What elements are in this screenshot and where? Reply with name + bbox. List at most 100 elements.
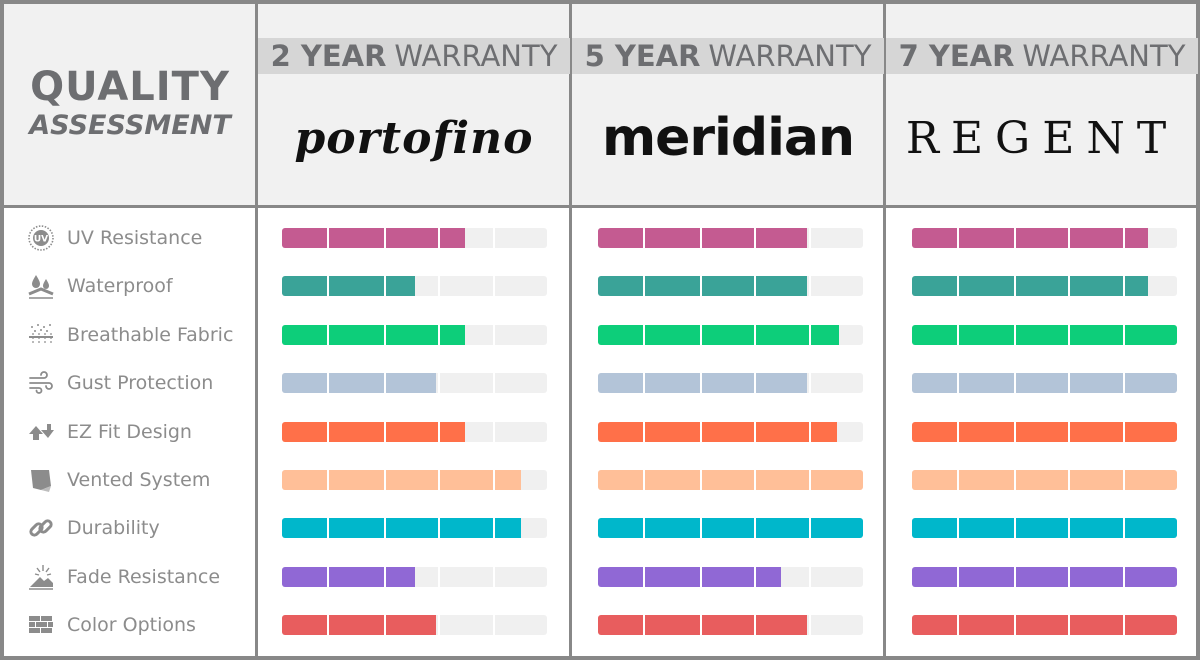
rating-fill [282,373,436,394]
segment-divider [643,421,645,442]
segment-divider [1123,373,1125,394]
rating-bar-product-3 [912,470,1177,490]
segment-divider [438,421,440,442]
rating-fill [912,421,1177,442]
segment-divider [327,421,329,442]
rating-fill [912,324,1177,345]
segment-divider [493,421,495,442]
rating-fill [912,615,1177,636]
segment-divider [957,566,959,587]
color-bricks-icon [26,611,56,639]
segment-divider [809,324,811,345]
segment-divider [1123,228,1125,248]
feature-label: Vented System [67,469,211,491]
feature-label: Waterproof [67,275,173,298]
segment-divider [809,615,811,636]
segment-divider [754,518,756,539]
svg-text:UV: UV [34,235,48,245]
segment-divider [438,373,440,394]
segment-divider [643,228,645,248]
segment-divider [493,276,495,297]
segment-divider [1123,566,1125,587]
segment-divider [438,228,440,248]
segment-divider [1068,276,1070,297]
segment-divider [1068,615,1070,636]
feature-label: Fade Resistance [67,565,221,588]
rating-fill [598,421,837,442]
segment-divider [493,228,495,248]
segment-divider [700,615,702,636]
warranty-banner-2: 5 YEAR WARRANTY [572,38,884,74]
rating-bar-product-1 [282,566,547,587]
feature-row-label: Durability [26,513,160,543]
segment-divider [643,276,645,297]
segment-divider [384,518,386,539]
rating-bar-product-2 [598,470,863,490]
feature-row-label: Color Options [26,610,196,640]
rating-bar-product-2 [598,276,863,297]
feature-label: Breathable Fabric [67,323,234,346]
rating-bar-product-2 [598,228,863,248]
segment-divider [438,615,440,636]
segment-divider [1123,421,1125,442]
segment-divider [700,228,702,248]
warranty-years-1: 2 YEAR [270,39,387,73]
header-divider [0,205,1200,208]
feature-row-label: Fade Resistance [26,562,220,592]
rating-bar-product-2 [598,373,863,394]
title-line-1: QUALITY [30,64,230,110]
segment-divider [754,421,756,442]
rating-bar-product-3 [912,615,1177,636]
rating-bar-product-3 [912,421,1177,442]
segment-divider [493,615,495,636]
feature-row-label: Vented System [26,465,210,495]
rating-bar-product-3 [912,518,1177,539]
segment-divider [384,276,386,297]
segment-divider [809,421,811,442]
segment-divider [1014,276,1016,297]
segment-divider [957,615,959,636]
segment-divider [327,566,329,587]
segment-divider [809,518,811,539]
segment-divider [1068,470,1070,490]
segment-divider [754,615,756,636]
segment-divider [327,470,329,490]
segment-divider [957,470,959,490]
rating-bar-product-3 [912,228,1177,248]
segment-divider [700,566,702,587]
segment-divider [1123,276,1125,297]
header-product-3-bg [886,4,1198,206]
segment-divider [754,276,756,297]
uv-sun-icon: UV [26,224,56,252]
rating-fill [912,228,1148,248]
segment-divider [384,470,386,490]
rating-fill [912,276,1148,297]
segment-divider [957,324,959,345]
segment-divider [809,276,811,297]
rating-fill [912,518,1177,539]
segment-divider [1068,228,1070,248]
warranty-years-2: 5 YEAR [584,39,701,73]
segment-divider [1014,373,1016,394]
segment-divider [1123,324,1125,345]
feature-label: UV Resistance [67,227,203,249]
rating-fill [598,228,808,248]
rating-fill [598,276,808,297]
segment-divider [957,373,959,394]
title-line-2: ASSESSMENT [29,110,231,141]
warranty-years-3: 7 YEAR [898,39,1015,73]
rating-bar-product-2 [598,518,863,539]
rating-fill [912,373,1177,394]
segment-divider [493,470,495,490]
vent-tarp-icon [26,466,56,494]
segment-divider [438,324,440,345]
segment-divider [643,566,645,587]
segment-divider [1123,470,1125,490]
segment-divider [700,373,702,394]
segment-divider [754,566,756,587]
warranty-banner-1: 2 YEAR WARRANTY [258,38,570,74]
rating-bar-product-1 [282,615,547,636]
column-divider-1 [255,0,258,660]
column-divider-2 [569,0,572,660]
